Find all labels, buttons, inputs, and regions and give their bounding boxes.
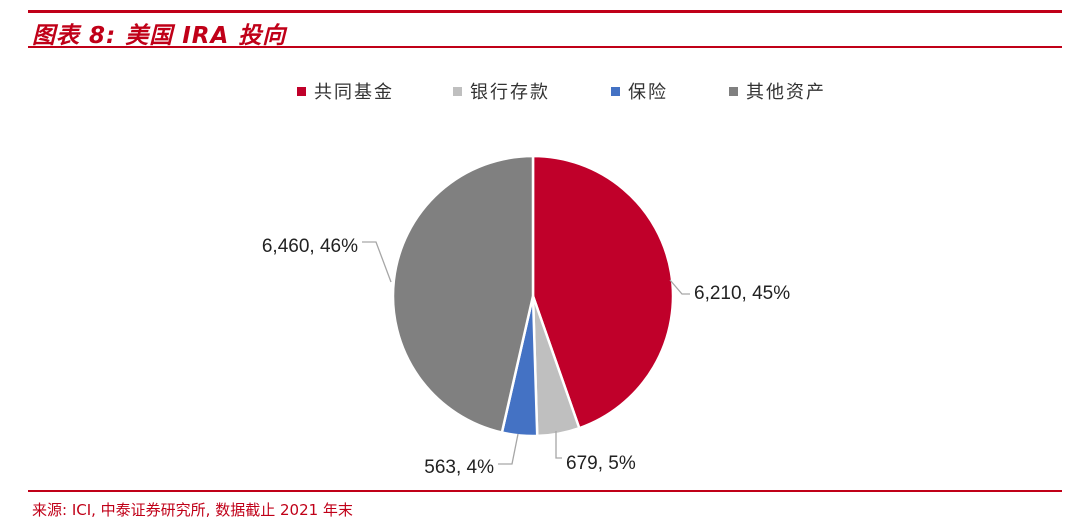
leader-line-other-assets (362, 241, 392, 283)
legend-swatch-insurance (611, 86, 620, 96)
source-note: 来源: ICI, 中泰证券研究所, 数据截止 2021 年末 (32, 501, 353, 519)
leader-line-bank-deposits (555, 431, 562, 459)
leader-line-insurance (498, 433, 519, 465)
pie-slice-other-assets (391, 154, 535, 434)
legend-item-insurance: 保险 (611, 78, 668, 104)
bottom-rule (28, 490, 1062, 492)
legend-swatch-mutual-funds (297, 86, 306, 96)
data-label-other-assets: 6,460, 46% (262, 236, 358, 257)
chart-legend: 共同基金 银行存款 保险 其他资产 (0, 78, 1080, 104)
data-label-bank-deposits: 679, 5% (566, 453, 636, 474)
legend-item-mutual-funds: 共同基金 (297, 78, 394, 104)
leader-line-mutual-funds (669, 279, 690, 295)
legend-label-bank-deposits: 银行存款 (470, 82, 550, 103)
legend-label-other-assets: 其他资产 (746, 82, 826, 103)
legend-swatch-bank-deposits (453, 86, 462, 96)
data-label-mutual-funds: 6,210, 45% (694, 283, 790, 304)
legend-item-bank-deposits: 银行存款 (453, 78, 550, 104)
pie-slice-mutual-funds (531, 154, 675, 430)
title-rule (28, 46, 1062, 48)
legend-label-mutual-funds: 共同基金 (314, 82, 394, 103)
legend-label-insurance: 保险 (628, 82, 668, 103)
figure-title: 图表 8: 美国 IRA 投向 (32, 23, 287, 49)
legend-swatch-other-assets (729, 86, 738, 96)
data-label-insurance: 563, 4% (424, 457, 494, 478)
legend-item-other-assets: 其他资产 (729, 78, 826, 104)
top-rule (28, 10, 1062, 13)
